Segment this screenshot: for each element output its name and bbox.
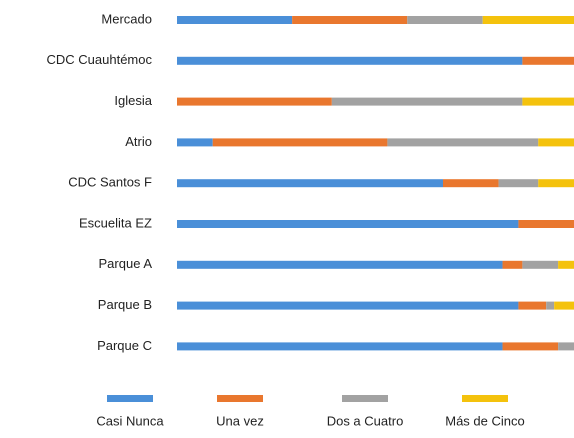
bar-segment [558, 260, 574, 269]
bar-segment [518, 220, 574, 228]
bar-segment [522, 56, 574, 65]
bar-segment [177, 56, 523, 65]
bar-segment [177, 97, 332, 106]
legend-swatch [217, 395, 263, 402]
legend-label: Dos a Cuatro [327, 413, 404, 428]
bar-segment [177, 138, 213, 147]
y-tick-label: Parque B [98, 297, 152, 312]
y-tick-label: Mercado [101, 11, 152, 26]
bar-segment [177, 16, 293, 24]
bar-segment [442, 179, 499, 188]
y-tick-label: Parque C [97, 338, 152, 353]
bar-segment [502, 260, 523, 269]
legend-swatch [107, 395, 153, 402]
bar-segment [177, 301, 519, 310]
y-tick-label: Atrio [125, 134, 152, 149]
bar-segment [482, 16, 574, 24]
legend-label: Más de Cinco [445, 413, 524, 428]
legend-swatch [462, 395, 508, 402]
bar-segment [502, 342, 559, 351]
bar-segment [538, 138, 574, 147]
bar-segment [518, 301, 547, 310]
bar-segment [538, 179, 574, 188]
y-tick-label: Escuelita EZ [79, 215, 152, 230]
bar-segment [546, 301, 555, 310]
bar-segment [331, 97, 523, 106]
y-tick-label: Parque A [99, 256, 153, 271]
y-tick-label: CDC Cuauhtémoc [47, 52, 153, 67]
bar-segment [177, 260, 503, 269]
bar-segment [558, 342, 574, 351]
bar-segment [407, 16, 483, 24]
bar-segment [498, 179, 539, 188]
legend-label: Casi Nunca [96, 413, 164, 428]
bar-segment [522, 97, 574, 106]
bar-segment [177, 342, 503, 351]
bar-segment [387, 138, 539, 147]
y-tick-label: Iglesia [114, 93, 152, 108]
bar-segment [522, 260, 559, 269]
y-tick-label: CDC Santos F [68, 175, 152, 190]
bar-segment [177, 220, 519, 228]
bar-segment [554, 301, 574, 310]
bar-segment [212, 138, 388, 147]
bar-segment [177, 179, 443, 188]
bar-segment [292, 16, 408, 24]
legend-swatch [342, 395, 388, 402]
legend-label: Una vez [216, 413, 264, 428]
